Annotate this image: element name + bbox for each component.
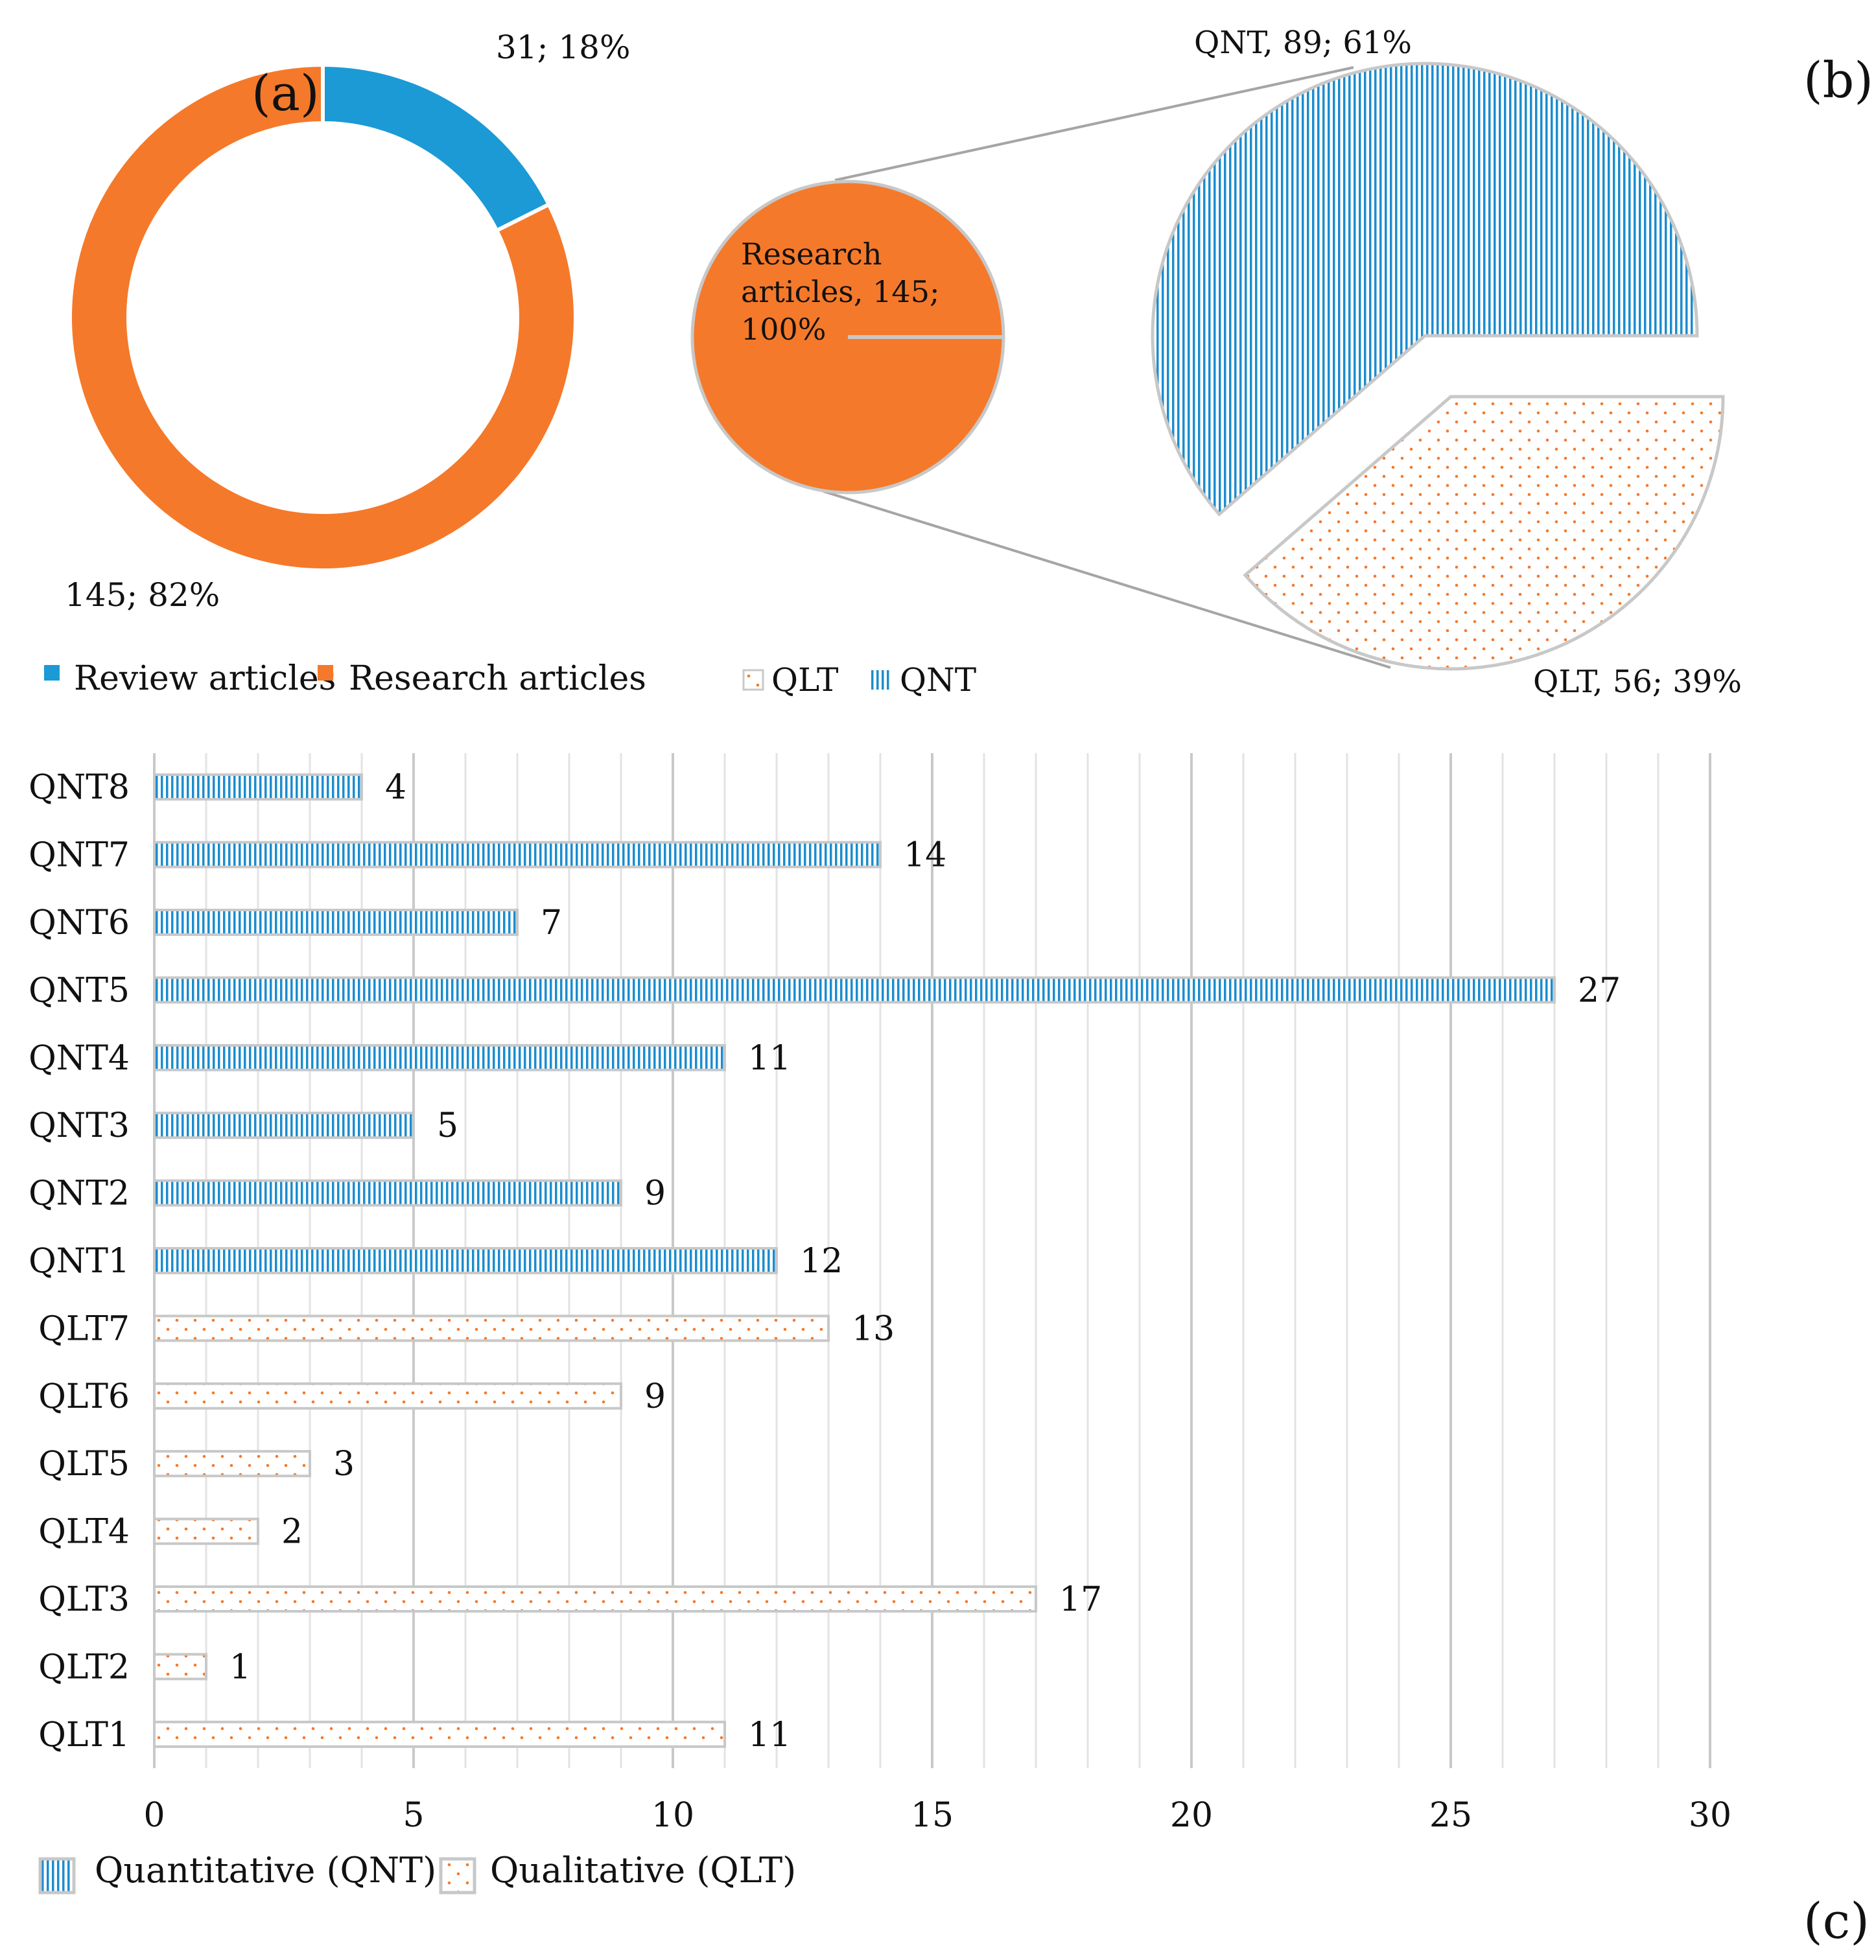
- bar-qlt2: [153, 1653, 207, 1681]
- bar-value-label: 9: [644, 1174, 666, 1213]
- y-category-label: QNT5: [29, 971, 130, 1010]
- bar-value-label: 1: [229, 1648, 251, 1686]
- bar-qlt5: [153, 1450, 311, 1478]
- subpie-legend: QLT QNT: [742, 661, 976, 699]
- x-tick-label: 30: [1689, 1796, 1731, 1835]
- bar-value-label: 5: [437, 1106, 458, 1145]
- y-category-label: QLT3: [38, 1580, 130, 1619]
- subpie-slice-qlt: [1243, 395, 1725, 671]
- y-category-label: QLT7: [38, 1309, 130, 1348]
- bar-legend: Quantitative (QNT) Qualitative (QLT): [38, 1850, 796, 1895]
- donut-legend: Review articles Research articles: [44, 659, 646, 698]
- bar-value-label: 4: [385, 768, 406, 807]
- main-pie-label-line-3: 100%: [741, 312, 827, 347]
- bar-value-label: 3: [333, 1445, 355, 1484]
- bar-qnt4: [153, 1044, 726, 1071]
- bar-qlt7: [153, 1314, 830, 1342]
- x-tick-label: 25: [1429, 1796, 1472, 1835]
- y-category-label: QLT2: [38, 1648, 130, 1686]
- x-tick-label: 0: [143, 1796, 165, 1835]
- y-category-label: QNT4: [29, 1039, 130, 1078]
- x-tick-label: 5: [403, 1796, 424, 1835]
- bar-qlt4: [153, 1517, 259, 1545]
- bar-qlt3: [153, 1585, 1037, 1613]
- panel-label-a: (a): [252, 64, 320, 122]
- legend-label-quantitative: Quantitative (QNT): [95, 1850, 436, 1891]
- bar-value-label: 11: [748, 1039, 791, 1078]
- bar-value-label: 27: [1578, 971, 1621, 1010]
- x-tick-label: 20: [1170, 1796, 1213, 1835]
- y-category-label: QLT5: [38, 1445, 130, 1484]
- bar-value-label: 9: [644, 1377, 666, 1416]
- legend-swatch-qualitative: [439, 1857, 476, 1895]
- bar-value-label: 17: [1059, 1580, 1102, 1619]
- panel-label-c: (c): [1803, 1892, 1870, 1950]
- y-category-label: QNT6: [29, 904, 130, 942]
- legend-label-review: Review articles: [74, 659, 336, 698]
- legend-label-qnt: QNT: [900, 661, 976, 699]
- legend-label-qlt: QLT: [771, 661, 838, 699]
- bar-qnt8: [153, 773, 363, 801]
- main-pie-label-line-2: articles, 145;: [741, 274, 939, 309]
- legend-swatch-research: [318, 665, 333, 681]
- donut-label-review: 31; 18%: [496, 29, 631, 66]
- donut-label-research: 145; 82%: [65, 576, 220, 614]
- y-category-label: QLT6: [38, 1377, 130, 1416]
- y-category-label: QNT3: [29, 1106, 130, 1145]
- y-category-label: QLT4: [38, 1513, 130, 1552]
- x-tick-label: 10: [651, 1796, 694, 1835]
- x-tick-label: 15: [911, 1796, 954, 1835]
- bar-qnt6: [153, 909, 519, 936]
- subpie-label-qnt: QNT, 89; 61%: [1194, 25, 1412, 61]
- connector-line-top: [834, 66, 1354, 181]
- main-pie-label-line-1: Research: [741, 237, 882, 272]
- bar-qnt3: [153, 1112, 415, 1139]
- y-category-label: QNT2: [29, 1174, 130, 1213]
- legend-swatch-qnt: [870, 670, 889, 690]
- donut-chart: (a) 31; 18% 145; 82% Review articles Res…: [44, 29, 646, 698]
- main-pie-label: Research articles, 145; 100%: [741, 237, 949, 347]
- bar-qnt5: [153, 976, 1556, 1004]
- bar-value-label: 13: [852, 1309, 895, 1348]
- y-category-label: QNT1: [29, 1242, 130, 1281]
- bar-value-label: 2: [281, 1513, 303, 1552]
- legend-swatch-qlt: [742, 669, 764, 691]
- legend-swatch-quantitative: [38, 1857, 76, 1895]
- y-category-label: QLT1: [38, 1716, 130, 1755]
- bar-qlt6: [153, 1382, 622, 1410]
- bar-value-label: 11: [748, 1716, 791, 1755]
- bar-qnt2: [153, 1179, 622, 1207]
- subpie-slice-qnt: [1151, 62, 1699, 517]
- bar-qnt1: [153, 1247, 778, 1274]
- donut-slice-research: [68, 62, 578, 572]
- donut-slice-review: [321, 62, 552, 233]
- bar-value-label: 14: [904, 836, 946, 875]
- y-category-label: QNT7: [29, 836, 130, 875]
- legend-label-research: Research articles: [349, 659, 646, 698]
- bar-qlt1: [153, 1720, 726, 1748]
- bar-qnt7: [153, 841, 882, 869]
- connector-line-bottom: [823, 490, 1391, 669]
- bar-value-label: 7: [541, 904, 562, 942]
- legend-swatch-review: [44, 665, 60, 681]
- y-category-label: QNT8: [29, 768, 130, 807]
- bar-value-label: 12: [800, 1242, 843, 1281]
- panel-label-b: (b): [1803, 51, 1873, 109]
- subpie-label-qlt: QLT, 56; 39%: [1533, 664, 1742, 700]
- pie-of-pie-chart: Research articles, 145; 100% (b) QNT, 89…: [690, 25, 1873, 700]
- legend-label-qualitative: Qualitative (QLT): [490, 1850, 796, 1891]
